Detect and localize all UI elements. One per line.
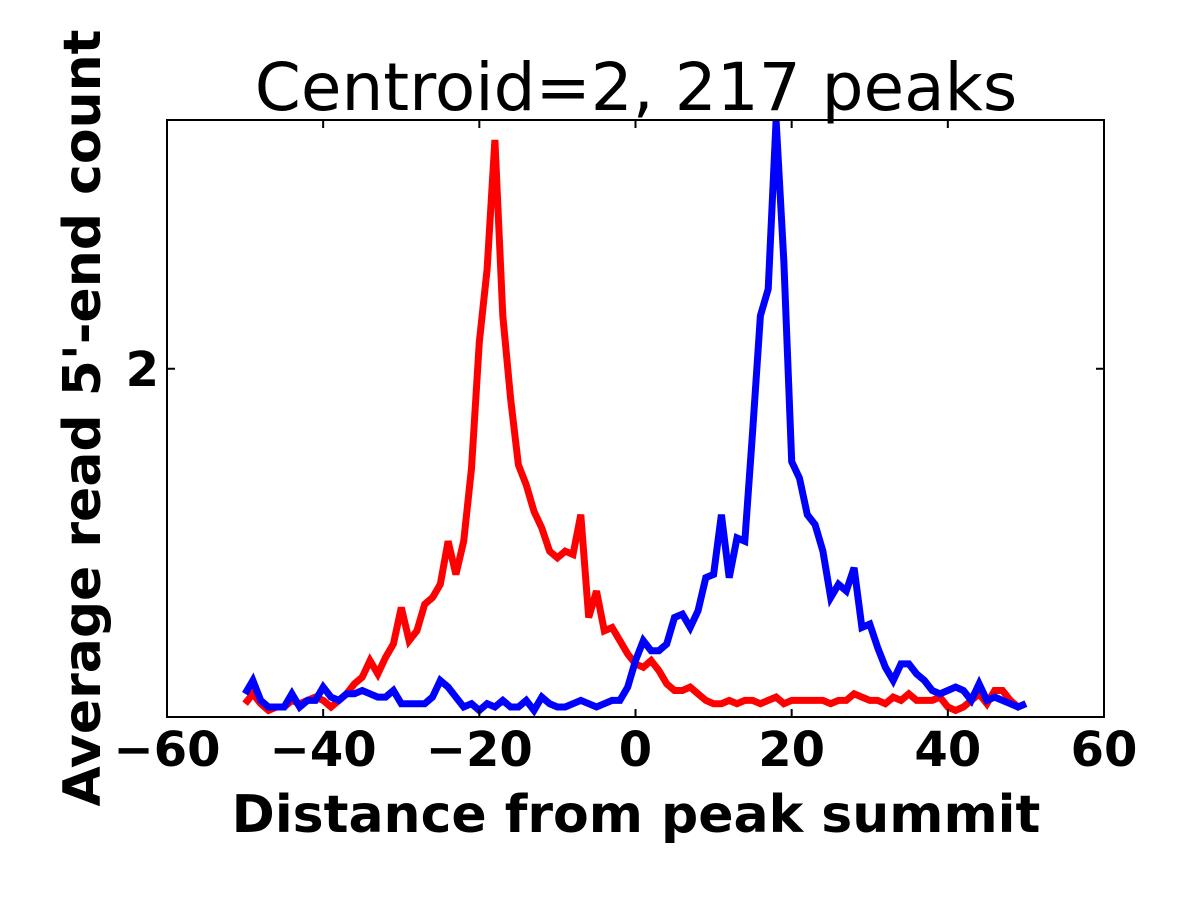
x-tick-label-1: −40 [270, 722, 377, 778]
x-tick-label-6: 60 [1071, 722, 1138, 778]
tick-layer: −60 −40 −20 0 20 40 60 2 [113, 120, 1137, 778]
x-tick-label-2: −20 [426, 722, 533, 778]
y-axis-label: Average read 5'-end count [53, 30, 113, 807]
x-tick-label-5: 40 [914, 722, 981, 778]
x-tick-label-3: 0 [619, 722, 652, 778]
x-tick-label-4: 20 [758, 722, 825, 778]
series-layer [242, 120, 1028, 717]
x-tick-label-0: −60 [113, 722, 220, 778]
x-axis-label: Distance from peak summit [232, 785, 1041, 845]
chart-title: Centroid=2, 217 peaks [255, 49, 1017, 126]
series-line-2 [242, 120, 1028, 717]
y-tick-label-0: 2 [126, 342, 159, 398]
plot-frame [166, 119, 1105, 718]
